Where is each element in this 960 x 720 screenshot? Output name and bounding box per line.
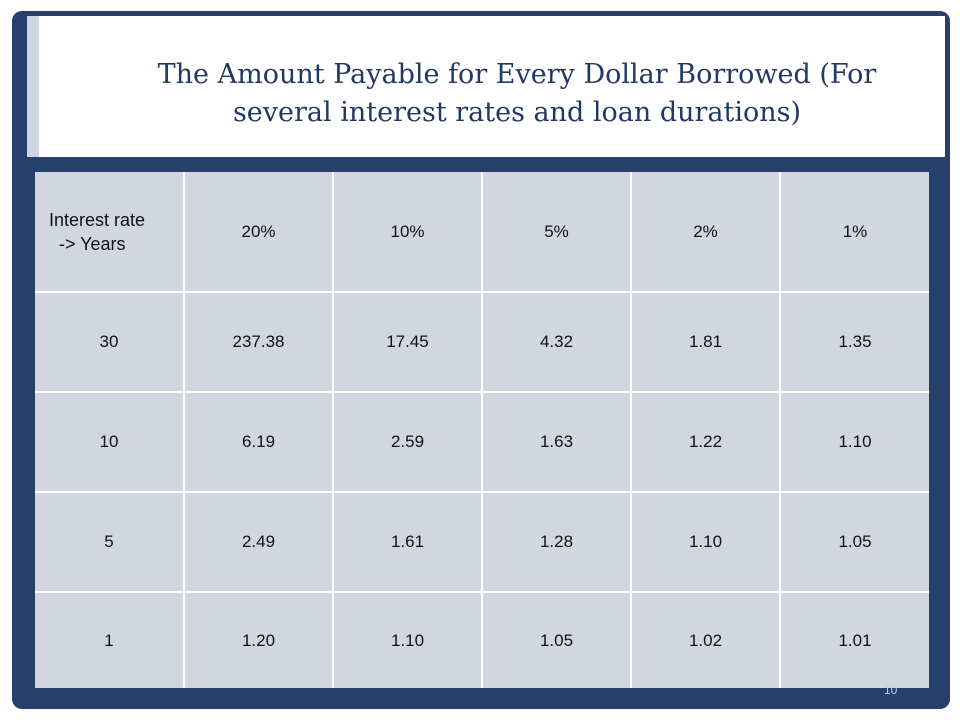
corner-header-cell: Interest rate -> Years — [35, 172, 185, 293]
table-header-row: Interest rate -> Years 20% 10% 5% 2% 1% — [35, 172, 929, 293]
table-cell: 6.19 — [184, 392, 334, 494]
table-cell: 1.10 — [780, 392, 929, 494]
table-cell: 1.22 — [631, 392, 781, 494]
table-cell: 1.28 — [482, 492, 632, 594]
page-number: 10 — [884, 683, 898, 697]
column-header: 20% — [184, 172, 334, 293]
corner-label-interest-rate: Interest rate — [49, 209, 146, 230]
table-cell: 1.35 — [780, 292, 929, 394]
table-row: 10 6.19 2.59 1.63 1.22 1.10 — [35, 392, 929, 494]
table-cell: 2.49 — [184, 492, 334, 594]
table-cell: 1.01 — [838, 630, 872, 650]
table-cell: 1.10 — [333, 592, 483, 688]
corner-label-years: -> Years — [59, 233, 126, 254]
table-cell: 1.20 — [184, 592, 334, 688]
table-cell: 1.63 — [482, 392, 632, 494]
table-row: 30 237.38 17.45 4.32 1.81 1.35 — [35, 292, 929, 394]
table-cell: 1.10 — [631, 492, 781, 594]
column-header: 5% — [482, 172, 632, 293]
row-header-years: 10 — [35, 392, 185, 494]
table-cell: 1.05 — [780, 492, 929, 594]
column-header: 2% — [631, 172, 781, 293]
table-cell: 17.45 — [333, 292, 483, 394]
table-cell: 2.59 — [333, 392, 483, 494]
table-row: 5 2.49 1.61 1.28 1.10 1.05 — [35, 492, 929, 594]
table-cell: 1.02 — [631, 592, 781, 688]
column-header: 10% — [333, 172, 483, 293]
table-cell: 1.05 — [482, 592, 632, 688]
table-cell: 237.38 — [184, 292, 334, 394]
row-header-years: 5 — [35, 492, 185, 594]
table-cell: 1.81 — [631, 292, 781, 394]
row-header-years: 1 — [35, 592, 185, 688]
table-row: 1 1.20 1.10 1.05 1.02 1.01 — [35, 592, 929, 688]
slide-title: The Amount Payable for Every Dollar Borr… — [157, 59, 877, 128]
table-cell: 4.32 — [482, 292, 632, 394]
amount-payable-table: Interest rate -> Years 20% 10% 5% 2% 1% … — [35, 172, 929, 688]
table-cell: 1.61 — [333, 492, 483, 594]
title-accent-bar — [27, 16, 39, 157]
title-panel: The Amount Payable for Every Dollar Borr… — [27, 16, 945, 157]
column-header: 1% — [780, 172, 929, 293]
row-header-years: 30 — [35, 292, 185, 394]
